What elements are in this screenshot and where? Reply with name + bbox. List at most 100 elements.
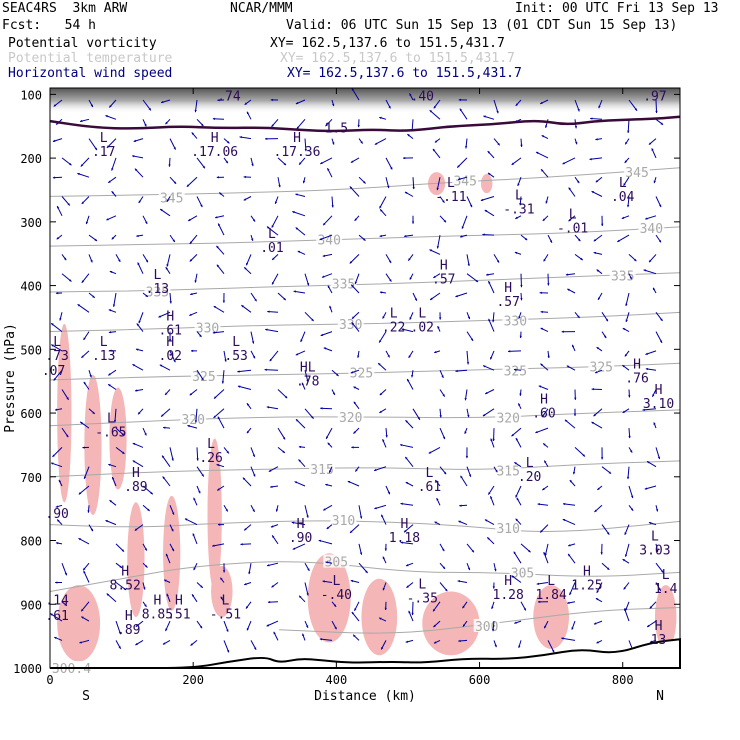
wind-vector: [137, 262, 144, 274]
wind-vector: [215, 215, 225, 219]
wind-vector: [624, 524, 630, 536]
theta-label-bg: [194, 320, 221, 334]
wind-vector: [572, 466, 576, 475]
wind-vector: [567, 553, 576, 564]
wind-vector: [378, 331, 387, 343]
wind-vector: [628, 99, 638, 112]
wind-vector: [168, 157, 171, 167]
wind-vector: [349, 186, 360, 197]
wind-vector: [645, 367, 657, 371]
extremum-value: .53: [224, 349, 247, 364]
wind-vector: [274, 196, 279, 205]
wind-vector: [434, 521, 441, 526]
wind-vector: [511, 575, 522, 583]
wind-vector: [61, 389, 70, 401]
wind-vector: [292, 543, 306, 550]
wind-vector: [405, 562, 414, 567]
theta-label: 320: [181, 413, 204, 428]
theta-label-bg: [337, 316, 364, 330]
wind-vector: [571, 620, 576, 630]
wind-vector: [351, 87, 360, 101]
wind-vector: [514, 251, 522, 255]
wind-vector: [596, 346, 603, 352]
wind-vector: [59, 312, 63, 321]
wind-vector: [246, 427, 252, 434]
wind-vector: [320, 331, 333, 337]
extremum-value: .13: [146, 282, 169, 297]
wind-vector: [250, 157, 254, 167]
wind-vector: [189, 234, 198, 245]
wind-vector: [648, 254, 657, 263]
wind-vector: [535, 427, 549, 434]
wind-vector: [106, 593, 117, 603]
wind-vector: [622, 408, 630, 414]
wind-vector: [520, 601, 527, 611]
wind-vector: [515, 518, 522, 525]
theta-label: 345: [160, 192, 183, 207]
x-tick-label: 0: [46, 673, 53, 687]
wind-vector: [169, 138, 177, 150]
wind-vector: [223, 620, 229, 632]
wind-vector: [61, 157, 72, 166]
wind-vector: [377, 362, 387, 371]
wind-vector: [628, 485, 634, 499]
wind-vector: [540, 327, 549, 333]
wind-vector: [567, 288, 576, 294]
wind-vector: [351, 611, 360, 622]
wind-vector: [250, 292, 257, 302]
wind-vector: [574, 99, 580, 112]
wind-vector: [651, 148, 657, 159]
extremum-value: .20: [518, 470, 541, 485]
wind-vector: [196, 582, 204, 589]
wind-vector: [655, 331, 663, 344]
y-tick-label: 600: [20, 407, 42, 421]
wind-vector: [304, 370, 309, 382]
wind-vector: [109, 270, 117, 275]
wind-vector: [327, 285, 333, 294]
wind-vector: [439, 215, 447, 223]
wind-vector: [61, 196, 71, 206]
wind-vector: [246, 620, 252, 631]
wind-vector: [320, 157, 333, 165]
wind-vector: [115, 543, 125, 552]
extremum-value: .02: [411, 320, 434, 335]
wind-vector: [159, 364, 171, 371]
wind-vector: [407, 133, 414, 139]
theta-label: 300.4: [52, 662, 91, 677]
wind-vector: [429, 109, 441, 120]
theta-label-bg: [330, 276, 357, 290]
pv-positive-region: [127, 502, 145, 618]
wind-vector: [56, 519, 63, 525]
wind-vector: [266, 226, 279, 236]
wind-vector: [271, 118, 279, 128]
extremum-value: .61: [159, 324, 182, 339]
field-xy-wind: XY= 162.5,137.6 to 151.5,431.7: [287, 66, 522, 81]
wind-vector: [161, 455, 171, 467]
wind-vector: [133, 138, 144, 142]
wind-vector: [350, 157, 360, 164]
wind-vector: [408, 350, 414, 359]
wind-vector: [189, 311, 198, 316]
wind-vector: [353, 401, 360, 410]
wind-vector: [358, 176, 366, 184]
wind-vector: [628, 428, 631, 439]
wind-vector: [482, 408, 495, 417]
wind-vector: [565, 273, 576, 276]
wind-vector: [432, 601, 441, 612]
wind-vector: [109, 499, 117, 506]
wind-vector: [596, 639, 603, 644]
wind-vector: [304, 562, 310, 572]
theta-label: 340: [640, 222, 663, 237]
theta-label: 320: [339, 411, 362, 426]
wind-vector: [406, 582, 414, 589]
extremum-value: 3.10: [643, 397, 674, 412]
wind-vector: [380, 640, 387, 650]
wind-vector: [458, 98, 468, 102]
stratosphere-shading: [50, 88, 680, 114]
theta-label: 300: [475, 620, 498, 635]
wind-vector: [58, 479, 63, 487]
extremum-type: H: [655, 619, 663, 634]
wind-vector: [331, 601, 337, 608]
wind-vector: [646, 620, 657, 628]
wind-vector: [61, 254, 67, 261]
